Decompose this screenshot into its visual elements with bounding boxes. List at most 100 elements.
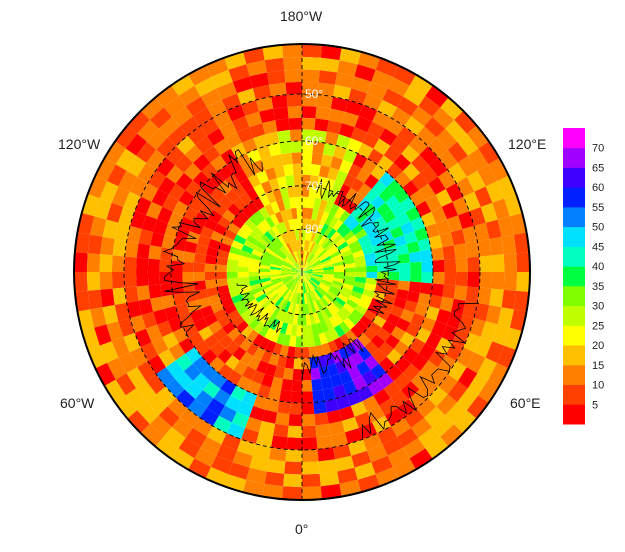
grid-cell [183,363,202,381]
grid-cell [261,373,274,388]
grid-cell [283,220,291,232]
grid-cell [479,272,493,289]
grid-cell [339,226,352,238]
grid-cell [286,279,296,289]
grid-cell [302,272,307,282]
grid-cell [372,216,387,229]
grid-cell [302,336,309,348]
grid-cell [411,371,430,390]
grid-cell [292,272,302,277]
grid-cell [248,214,261,227]
grid-cell [356,168,371,184]
grid-cell [232,346,247,361]
grid-cell [320,281,331,288]
grid-cell [266,70,286,85]
grid-cell [457,388,479,411]
grid-cell [403,231,418,244]
grid-cell [282,276,293,283]
grid-cell [165,378,185,398]
grid-cell [363,222,377,235]
grid-cell [205,279,218,289]
grid-cell [409,448,433,470]
grid-cell [309,278,319,288]
grid-cell [129,176,148,197]
grid-cell [348,294,361,305]
grid-cell [473,302,490,322]
grid-cell [249,258,261,265]
grid-cell [243,239,256,250]
grid-cell [339,47,361,65]
grid-cell [341,416,359,433]
grid-cell [210,341,226,357]
grid-cell [326,409,342,424]
grid-cell [303,282,308,293]
grid-cell [311,378,323,392]
grid-cell [184,381,203,400]
grid-cell [241,428,259,444]
grid-cell [316,435,333,450]
grid-cell [425,436,449,459]
grid-cell [192,417,213,437]
grid-cell [378,187,394,203]
grid-cell [137,361,157,382]
grid-cell [141,215,158,233]
grid-cell [324,292,335,303]
grid-cell [350,206,363,219]
grid-cell [330,432,349,448]
grid-cell [112,287,127,305]
grid-cell [509,309,527,331]
grid-cell [331,283,343,291]
grid-cell [279,344,289,357]
grid-cell [339,159,353,174]
grid-cell [114,222,131,242]
grid-cell [253,134,269,149]
grid-cell [292,218,299,230]
grid-cell [347,313,360,326]
grid-cell [326,244,337,254]
colorbar-segment [563,128,585,149]
grid-cell [320,296,330,307]
grid-cell [408,281,422,293]
colorbar-segment [563,404,585,425]
grid-cell [243,47,265,65]
grid-cell [352,153,368,169]
grid-cell [393,187,410,204]
grid-cell [240,308,253,321]
grid-cell [351,223,364,236]
grid-cell [353,281,366,289]
grid-cell [159,259,172,272]
grid-cell [130,211,146,229]
grid-cell [275,118,290,132]
grid-cell [205,255,218,265]
grid-cell [176,389,196,409]
grid-cell [224,132,242,149]
grid-cell [415,200,432,217]
grid-cell [218,242,232,253]
grid-cell [213,110,232,129]
grid-cell [246,235,259,246]
grid-cell [326,304,337,316]
grid-cell [404,408,425,428]
grid-cell [397,427,419,448]
grid-cell [302,261,305,272]
grid-cell [304,282,310,293]
grid-cell [281,263,293,269]
grid-cell [385,195,400,210]
grid-cell [162,194,179,212]
grid-cell [477,164,497,187]
grid-cell [158,176,176,195]
grid-cell [277,130,291,143]
grid-cell [307,229,314,241]
grid-cell [381,320,396,335]
grid-cell [281,266,292,271]
grid-cell [356,360,371,376]
grid-cell [382,88,404,108]
grid-cell [432,272,445,285]
grid-cell [339,333,352,347]
grid-cell [256,170,269,184]
grid-cell [312,141,325,155]
grid-cell [318,251,329,260]
lon-label-60w: 60°W [60,395,95,411]
grid-cell [204,263,217,272]
grid-cell [293,272,302,280]
